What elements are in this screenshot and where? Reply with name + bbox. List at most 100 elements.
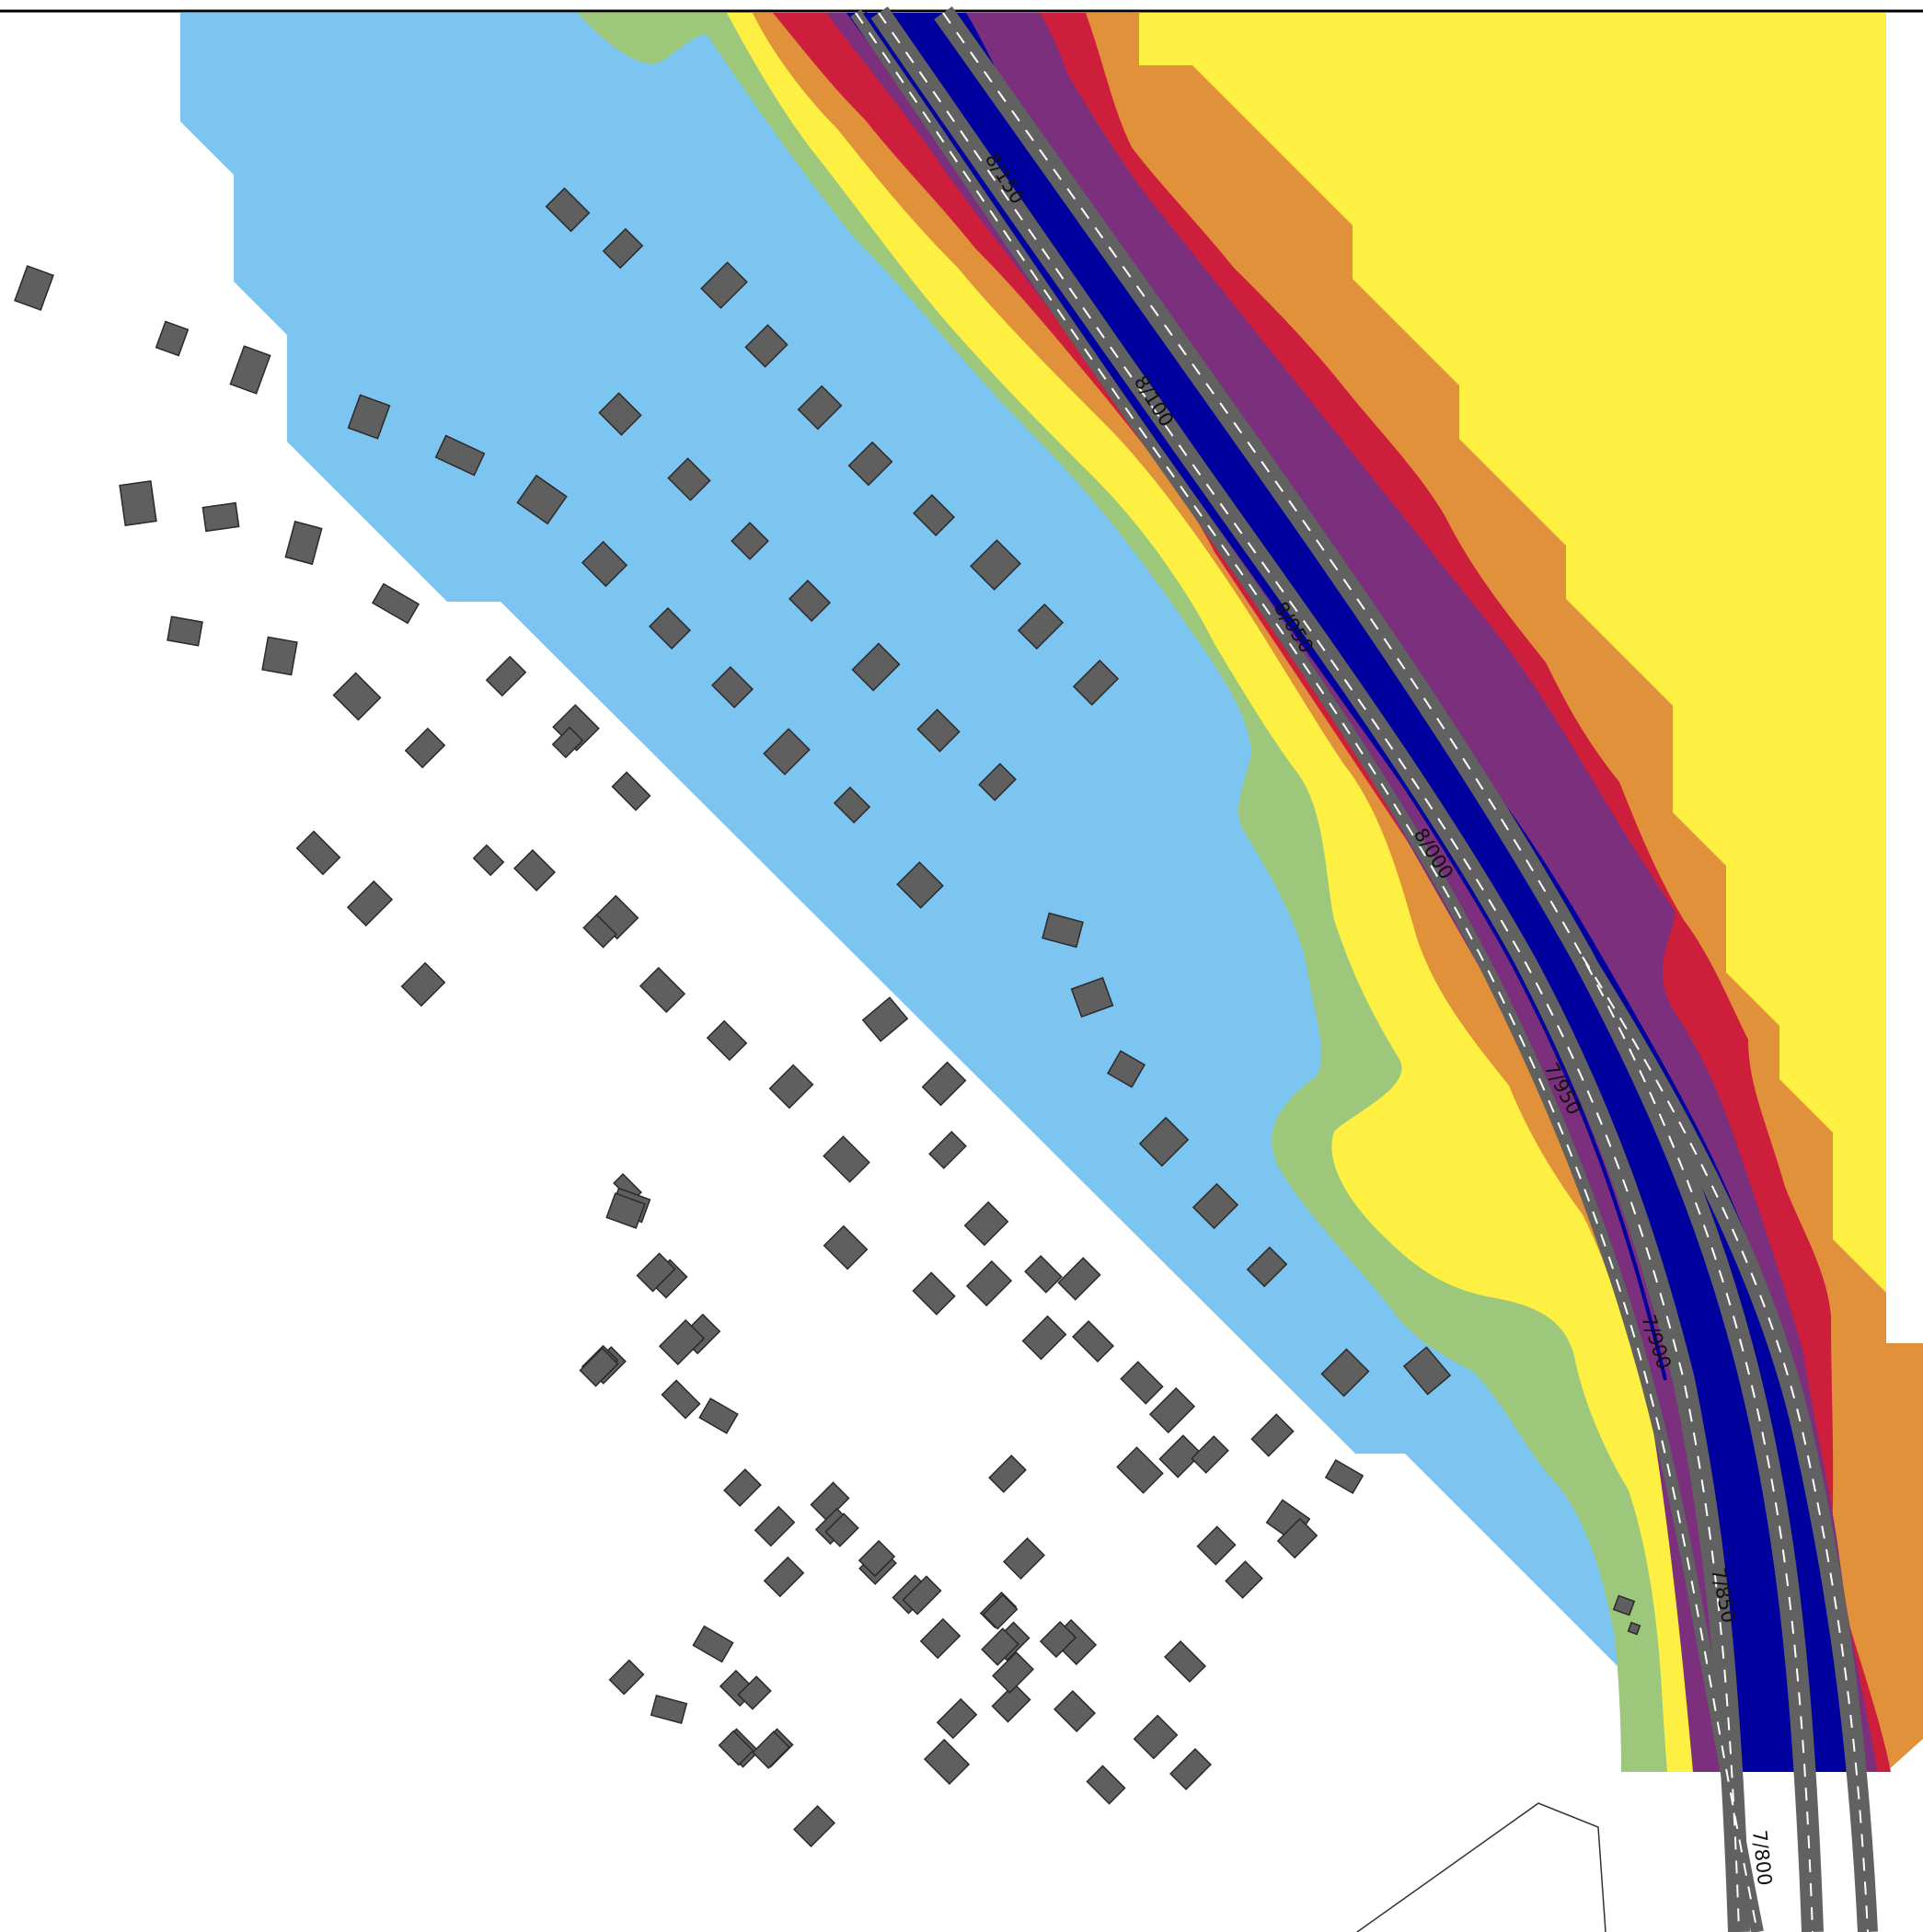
building-74 <box>1148 1386 1196 1434</box>
building-52 <box>1138 1116 1190 1167</box>
building-105 <box>661 1379 701 1420</box>
building-16 <box>667 457 711 501</box>
building-134 <box>1627 1621 1641 1636</box>
building-30 <box>851 642 901 692</box>
building-122 <box>982 1593 1019 1630</box>
building-128 <box>737 1675 772 1710</box>
building-72 <box>1021 1315 1067 1361</box>
road-thin-blue-line <box>863 11 1667 1381</box>
building-58 <box>768 1064 814 1110</box>
building-31 <box>711 666 754 708</box>
building-3 <box>700 261 748 309</box>
building-87 <box>1133 1714 1179 1760</box>
building-66 <box>1024 1255 1063 1294</box>
building-63 <box>1320 1348 1370 1397</box>
building-62 <box>823 1135 870 1183</box>
building-17 <box>847 441 893 487</box>
building-77 <box>1191 1435 1229 1474</box>
building-70 <box>965 1259 1013 1307</box>
building-84 <box>1276 1517 1318 1559</box>
building-24 <box>167 615 203 647</box>
building-23 <box>371 582 420 625</box>
building-119 <box>824 1512 859 1547</box>
building-56 <box>921 1061 967 1107</box>
building-126 <box>608 1659 645 1696</box>
building-108 <box>658 1318 706 1366</box>
building-45 <box>472 844 505 877</box>
building-94 <box>992 1651 1034 1694</box>
building-43 <box>896 861 944 909</box>
building-22 <box>970 539 1021 591</box>
building-92 <box>936 1697 978 1740</box>
building-42 <box>346 880 394 927</box>
building-89 <box>1086 1765 1126 1805</box>
building-76 <box>1158 1434 1203 1478</box>
building-65 <box>963 1201 1009 1247</box>
building-64 <box>1402 1346 1452 1396</box>
building-46 <box>1042 912 1084 949</box>
building-15 <box>516 474 568 525</box>
building-27 <box>1017 603 1065 650</box>
building-57 <box>1192 1182 1239 1230</box>
building-83 <box>1196 1525 1237 1566</box>
building-121 <box>763 1556 805 1598</box>
road-centerline-4 <box>1582 956 1869 1932</box>
building-11 <box>598 392 642 436</box>
zone-dark-blue <box>846 13 1849 1772</box>
building-41 <box>295 830 341 876</box>
building-91 <box>991 1683 1031 1723</box>
building-20 <box>731 522 769 560</box>
building-115 <box>754 1505 796 1547</box>
building-61 <box>1246 1246 1288 1288</box>
building-40 <box>978 763 1017 801</box>
building-21 <box>789 580 831 622</box>
building-1 <box>545 187 591 233</box>
building-73 <box>1072 1320 1114 1363</box>
building-38 <box>611 771 651 811</box>
road-centerline-1 <box>878 12 1740 1932</box>
building-88 <box>1169 1748 1212 1790</box>
building-95 <box>919 1617 962 1660</box>
building-86 <box>1054 1690 1096 1732</box>
building-82 <box>1324 1458 1365 1495</box>
building-49 <box>1070 976 1114 1018</box>
building-8 <box>347 394 391 440</box>
building-85 <box>1164 1640 1206 1683</box>
building-60 <box>928 1131 967 1169</box>
building-39 <box>833 786 871 824</box>
building-97 <box>1039 1620 1077 1659</box>
building-10 <box>797 385 843 431</box>
building-2 <box>602 227 644 270</box>
building-19 <box>581 540 628 588</box>
building-48 <box>400 961 446 1007</box>
building-6 <box>229 345 271 395</box>
building-9 <box>434 434 486 477</box>
building-7 <box>744 324 789 368</box>
building-130 <box>718 1730 754 1766</box>
building-116 <box>1003 1537 1045 1580</box>
building-51 <box>582 914 617 949</box>
building-28 <box>332 672 382 721</box>
building-71 <box>912 1271 956 1316</box>
building-124 <box>692 1625 734 1663</box>
building-26 <box>649 607 691 650</box>
building-53 <box>639 966 686 1014</box>
building-44 <box>513 849 556 891</box>
building-34 <box>916 708 961 753</box>
area-boundary-outline <box>1356 1802 1606 1932</box>
building-69 <box>823 1225 869 1271</box>
building-37 <box>551 726 584 759</box>
building-104 <box>698 1397 739 1434</box>
building-113 <box>579 1347 619 1387</box>
building-114 <box>988 1455 1027 1493</box>
building-12 <box>119 480 157 526</box>
roads <box>850 6 1878 1932</box>
building-54 <box>706 1019 748 1062</box>
building-131 <box>752 1731 790 1769</box>
zone-yellow <box>727 13 1886 1772</box>
building-18 <box>913 494 955 536</box>
building-4 <box>14 265 54 311</box>
building-81 <box>1116 1446 1164 1494</box>
building-93 <box>923 1738 971 1786</box>
